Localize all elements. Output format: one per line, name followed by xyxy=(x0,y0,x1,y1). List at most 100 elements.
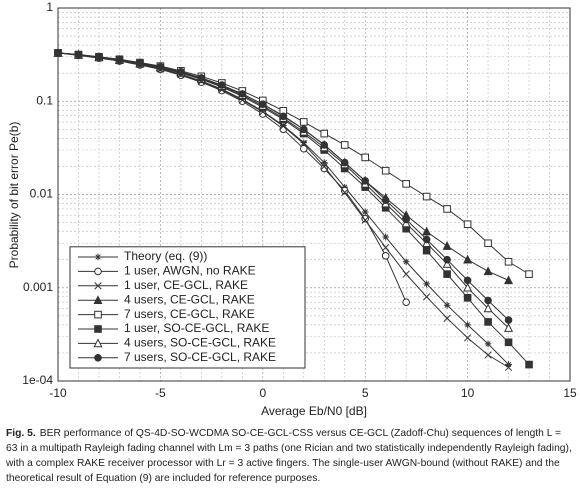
marker xyxy=(74,50,83,59)
marker xyxy=(422,226,432,236)
marker xyxy=(93,338,103,348)
marker xyxy=(279,112,288,121)
marker xyxy=(464,321,471,329)
marker xyxy=(442,241,452,250)
marker xyxy=(340,186,349,195)
plot-frame xyxy=(57,7,571,382)
marker xyxy=(177,67,185,76)
marker xyxy=(382,233,389,241)
marker xyxy=(54,49,62,57)
marker xyxy=(484,296,492,305)
marker xyxy=(381,252,390,260)
x-tick-label: 10 xyxy=(461,386,475,400)
marker xyxy=(361,216,369,224)
marker xyxy=(340,158,349,167)
marker xyxy=(382,243,390,252)
marker xyxy=(525,360,533,369)
marker xyxy=(94,354,102,362)
marker xyxy=(238,90,247,98)
marker xyxy=(259,100,267,108)
marker xyxy=(504,257,513,266)
marker xyxy=(443,255,451,264)
legend-label: 1 user, AWGN, no RAKE xyxy=(124,264,256,278)
chart: Probability of bit error Pe(b) Average E… xyxy=(7,0,577,418)
marker xyxy=(442,258,452,268)
marker xyxy=(361,214,370,223)
y-tick-label: 0.01 xyxy=(30,187,54,201)
marker xyxy=(320,164,329,173)
legend-label: 4 users, SO-CE-GCL, RAKE xyxy=(124,336,276,350)
marker xyxy=(94,325,102,333)
y-tick-label: 0.1 xyxy=(36,93,53,107)
marker xyxy=(484,239,492,248)
marker xyxy=(299,118,308,126)
marker xyxy=(341,188,349,197)
marker xyxy=(463,254,473,264)
legend-label: 7 users, SO-CE-GCL, RAKE xyxy=(124,350,276,364)
marker xyxy=(504,275,514,285)
marker xyxy=(484,318,492,326)
marker xyxy=(463,282,473,292)
marker xyxy=(300,139,308,146)
caption-label: Fig. 5. xyxy=(6,428,36,439)
marker xyxy=(504,323,514,332)
caption: Fig. 5. BER performance of QS-4D-SO-WCDMA… xyxy=(6,426,574,486)
y-axis-label: Probability of bit error Pe(b) xyxy=(7,122,21,269)
marker xyxy=(340,141,349,149)
marker xyxy=(504,363,513,372)
marker xyxy=(320,129,329,138)
marker xyxy=(300,140,308,148)
marker xyxy=(279,125,288,134)
legend-label: Theory (eq. (9)) xyxy=(124,249,207,263)
marker xyxy=(94,310,102,319)
marker xyxy=(136,59,144,67)
y-tick-label: 1e-04 xyxy=(22,373,53,387)
marker xyxy=(402,298,410,306)
marker xyxy=(483,303,493,313)
marker xyxy=(402,270,410,278)
x-axis-label: Average Eb/N0 [dB] xyxy=(261,404,367,418)
marker xyxy=(504,316,513,324)
marker xyxy=(463,334,472,342)
legend-label: 1 user, SO-CE-GCL, RAKE xyxy=(124,321,269,335)
marker xyxy=(361,153,369,162)
marker xyxy=(422,293,431,301)
marker xyxy=(463,294,472,302)
marker xyxy=(320,141,329,149)
legend-label: 4 users, CE-GCL, RAKE xyxy=(124,292,255,306)
marker xyxy=(443,205,451,213)
marker xyxy=(320,159,328,166)
x-tick-label: 0 xyxy=(259,386,266,400)
marker xyxy=(381,196,390,204)
marker xyxy=(422,192,431,201)
marker xyxy=(94,267,102,276)
y-tick-label: 0.001 xyxy=(23,280,53,294)
x-tick-label: -5 xyxy=(155,386,166,400)
marker xyxy=(443,270,451,278)
x-tick-label: -10 xyxy=(49,386,67,400)
marker xyxy=(218,81,226,89)
legend-label: 7 users, CE-GCL, RAKE xyxy=(124,307,255,321)
marker xyxy=(483,266,493,276)
marker xyxy=(484,340,492,348)
marker xyxy=(402,180,410,188)
y-tick-label: 1 xyxy=(46,0,53,14)
marker xyxy=(93,295,103,304)
marker xyxy=(463,220,472,229)
legend-box xyxy=(69,246,306,369)
marker xyxy=(505,361,512,368)
marker xyxy=(115,55,124,64)
marker xyxy=(94,253,102,261)
caption-text: BER performance of QS-4D-SO-WCDMA SO-CE-… xyxy=(6,428,572,484)
marker xyxy=(94,282,102,290)
marker xyxy=(320,162,328,171)
marker xyxy=(463,276,472,285)
marker xyxy=(156,63,165,71)
marker xyxy=(422,235,431,244)
marker xyxy=(443,314,451,322)
series-line xyxy=(57,52,530,275)
marker xyxy=(402,258,410,266)
marker xyxy=(299,125,308,134)
marker xyxy=(525,270,533,278)
